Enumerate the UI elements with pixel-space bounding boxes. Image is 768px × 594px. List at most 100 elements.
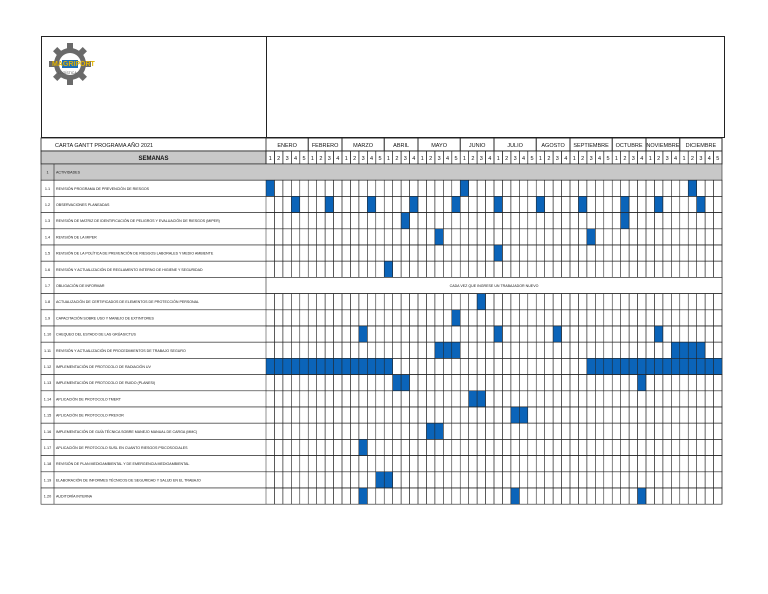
gantt-bar-cell bbox=[367, 196, 377, 213]
row-label: REVISIÓN DE MATRIZ DE IDENTIFICACIÓN DE … bbox=[56, 218, 220, 223]
gantt-bar-cell bbox=[687, 341, 697, 359]
task-row bbox=[40, 406, 723, 424]
week-number: 1 bbox=[269, 156, 272, 162]
gantt-bar-cell bbox=[409, 196, 419, 213]
row-number: 1.8 bbox=[45, 300, 50, 304]
gantt-bar-cell bbox=[265, 358, 275, 375]
gantt-bar-cell bbox=[383, 471, 393, 489]
gear-icon bbox=[49, 43, 91, 85]
week-number: 5 bbox=[530, 156, 533, 162]
row-number: 1.3 bbox=[45, 219, 50, 223]
gantt-bar-cell bbox=[696, 358, 706, 375]
row-number: 1.6 bbox=[45, 268, 50, 272]
week-number: 5 bbox=[716, 156, 719, 162]
gantt-bar-cell bbox=[493, 325, 503, 343]
week-number: 1 bbox=[311, 156, 314, 162]
gantt-bar-cell bbox=[443, 341, 453, 359]
week-number: 2 bbox=[691, 156, 694, 162]
week-number: 4 bbox=[370, 156, 373, 162]
gantt-bar-cell bbox=[451, 341, 461, 359]
activities-header-row bbox=[40, 163, 723, 181]
month-label: DICIEMBRE bbox=[686, 143, 717, 149]
gantt-bar-cell bbox=[291, 358, 301, 375]
gantt-bar-cell bbox=[434, 341, 444, 359]
gantt-bar-cell bbox=[662, 358, 672, 375]
row-number: 1.2 bbox=[45, 203, 50, 207]
gantt-bar-cell bbox=[375, 358, 385, 375]
gantt-bar-cell bbox=[637, 487, 647, 505]
month-label: NOVIEMBRE bbox=[646, 143, 679, 149]
gantt-bar-cell bbox=[358, 439, 368, 456]
task-row bbox=[40, 487, 723, 505]
gantt-bar-cell bbox=[307, 358, 317, 375]
row-number: 1.17 bbox=[44, 446, 51, 450]
gantt-bar-cell bbox=[679, 358, 689, 375]
gantt-bar-cell bbox=[282, 358, 292, 375]
gantt-bar-cell bbox=[535, 196, 545, 213]
row-number: 1.13 bbox=[44, 381, 51, 385]
month-label: OCTUBRE bbox=[616, 143, 643, 149]
week-number: 2 bbox=[581, 156, 584, 162]
gantt-bar-cell bbox=[333, 358, 343, 375]
gantt-bar-cell bbox=[611, 358, 621, 375]
gantt-bar-cell bbox=[476, 390, 486, 408]
row-number: 1.18 bbox=[44, 462, 51, 466]
row-number: 1 bbox=[46, 171, 48, 175]
row-label: REVISIÓN Y ACTUALIZACIÓN DE PROCEDIMIENT… bbox=[56, 348, 186, 353]
merged-note: CADA VEZ QUE INGRESE UN TRABAJADOR NUEVO bbox=[450, 284, 539, 288]
week-number: 1 bbox=[539, 156, 542, 162]
week-number: 2 bbox=[505, 156, 508, 162]
task-row bbox=[40, 390, 723, 408]
gantt-bar-cell bbox=[637, 358, 647, 375]
week-number: 2 bbox=[471, 156, 474, 162]
gantt-bar-cell bbox=[637, 374, 647, 392]
week-number: 1 bbox=[615, 156, 618, 162]
week-number: 2 bbox=[353, 156, 356, 162]
gantt-bar-cell bbox=[696, 196, 706, 213]
row-label: REVISIÓN Y ACTUALIZACIÓN DE REGLAMENTO I… bbox=[56, 267, 203, 272]
task-row bbox=[40, 196, 723, 213]
gantt-bar-cell bbox=[358, 325, 368, 343]
company-logo: MAGRIPORT LOGÍSTICA bbox=[49, 43, 96, 85]
row-label: APLICACIÓN DE PROTOCOLO SUSL EN CUANTO R… bbox=[56, 445, 188, 450]
gantt-bar-cell bbox=[459, 179, 469, 197]
row-label: REVISIÓN DE LA POLÍTICA DE PREVENCIÓN DE… bbox=[56, 251, 214, 256]
gantt-bar-cell bbox=[324, 358, 334, 375]
weeks-header-label: SEMANAS bbox=[138, 156, 168, 162]
week-number: 3 bbox=[438, 156, 441, 162]
month-label: MARZO bbox=[353, 143, 374, 149]
gantt-bar-cell bbox=[671, 358, 681, 375]
week-number: 4 bbox=[412, 156, 415, 162]
gantt-bar-cell bbox=[383, 358, 393, 375]
row-label: OBSERVACIONES PLANEADAS bbox=[56, 203, 110, 207]
week-number: 3 bbox=[286, 156, 289, 162]
week-number: 3 bbox=[514, 156, 517, 162]
month-label: SEPTIEMBRE bbox=[573, 143, 609, 149]
gantt-grid-cell bbox=[713, 487, 723, 505]
row-number: 1.11 bbox=[44, 349, 51, 353]
week-number: 3 bbox=[404, 156, 407, 162]
logo-cell bbox=[41, 36, 267, 138]
gantt-bar-cell bbox=[434, 422, 444, 440]
gantt-bar-cell bbox=[493, 244, 503, 262]
week-number: 3 bbox=[362, 156, 365, 162]
month-label: JUNIO bbox=[469, 143, 486, 149]
week-number: 5 bbox=[378, 156, 381, 162]
gantt-bar-cell bbox=[434, 228, 444, 246]
week-number: 1 bbox=[682, 156, 685, 162]
week-number: 2 bbox=[429, 156, 432, 162]
gantt-bar-cell bbox=[578, 196, 588, 213]
gantt-bar-cell bbox=[392, 374, 402, 392]
week-number: 4 bbox=[564, 156, 567, 162]
row-label: APLICACIÓN DE PROTOCOLO TMERT bbox=[56, 396, 122, 401]
gantt-bar-cell bbox=[687, 358, 697, 375]
header-blank-area bbox=[266, 36, 725, 138]
week-number: 1 bbox=[463, 156, 466, 162]
week-number: 4 bbox=[336, 156, 339, 162]
week-number: 3 bbox=[666, 156, 669, 162]
week-number: 3 bbox=[328, 156, 331, 162]
gantt-bar-cell bbox=[595, 358, 605, 375]
table-title: CARTA GANTT PROGRAMA AÑO 2021 bbox=[55, 142, 153, 149]
week-number: 1 bbox=[387, 156, 390, 162]
